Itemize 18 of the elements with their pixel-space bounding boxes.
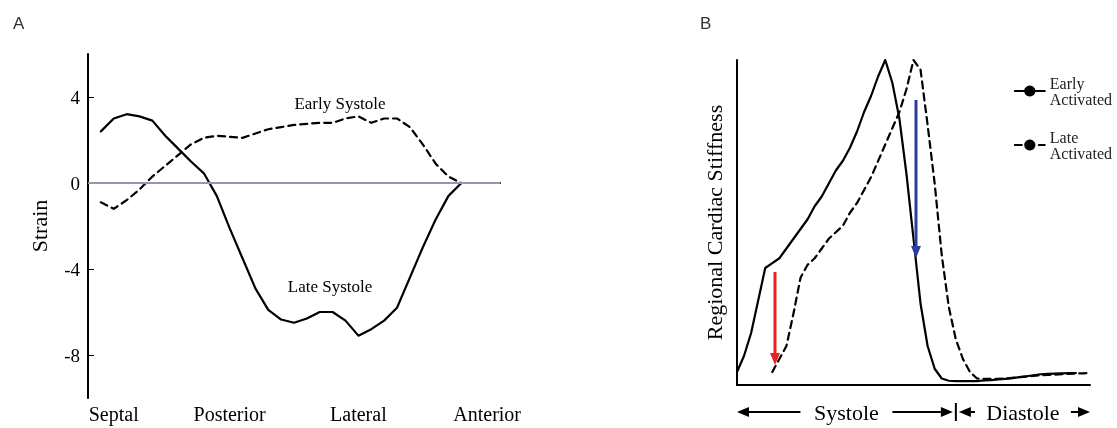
text: Systole bbox=[814, 399, 879, 425]
y-axis-title: Strain bbox=[26, 199, 52, 253]
x-tick-label: Posterior bbox=[193, 403, 267, 425]
y-tick-label: 0 bbox=[70, 172, 80, 194]
legend-label: Late Activated bbox=[1049, 128, 1113, 162]
y-tick-label: -8 bbox=[64, 344, 80, 366]
y-tick-label: -4 bbox=[64, 258, 81, 280]
x-tick-label: Lateral bbox=[330, 403, 388, 425]
annotation: Early Systole bbox=[294, 93, 386, 113]
y-axis-title: Regional Cardiac Stiffness bbox=[701, 104, 727, 341]
x-tick-label: Septal bbox=[88, 403, 140, 426]
x-tick-label: Anterior bbox=[453, 403, 522, 425]
chart-title: B bbox=[700, 14, 712, 33]
text: Diastole bbox=[986, 399, 1060, 425]
y-tick-label: 4 bbox=[70, 86, 81, 108]
annotation: Late Systole bbox=[287, 276, 373, 296]
legend-label: Early Activated bbox=[1049, 74, 1113, 108]
chart-title: A bbox=[13, 14, 25, 33]
